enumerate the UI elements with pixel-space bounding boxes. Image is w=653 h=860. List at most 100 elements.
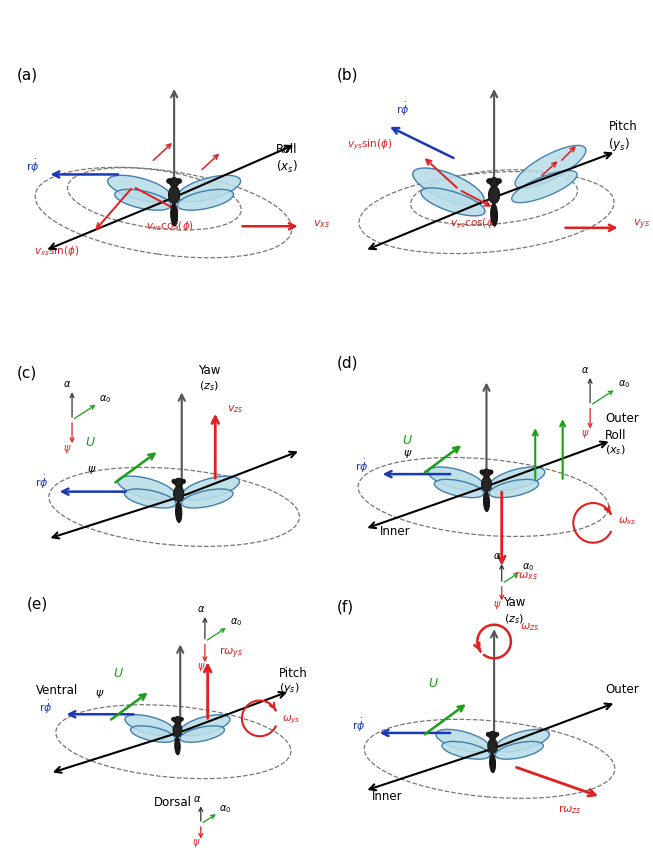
Text: (a): (a): [17, 68, 39, 83]
Text: $U$: $U$: [85, 436, 96, 449]
Ellipse shape: [176, 502, 182, 523]
Ellipse shape: [496, 179, 502, 183]
Text: $\psi$: $\psi$: [193, 837, 201, 849]
Ellipse shape: [118, 476, 176, 501]
Ellipse shape: [483, 492, 490, 512]
Ellipse shape: [495, 732, 499, 736]
Text: $\alpha$: $\alpha$: [197, 604, 205, 614]
Ellipse shape: [172, 479, 176, 483]
Ellipse shape: [481, 476, 492, 492]
Text: Pitch
$(y_s)$: Pitch $(y_s)$: [609, 120, 637, 152]
Ellipse shape: [488, 186, 500, 204]
Ellipse shape: [182, 476, 240, 501]
Ellipse shape: [490, 467, 545, 490]
Ellipse shape: [483, 469, 490, 477]
Ellipse shape: [488, 739, 498, 753]
Text: $(x_s)$: $(x_s)$: [605, 443, 626, 457]
Text: $\alpha$: $\alpha$: [193, 794, 201, 804]
Ellipse shape: [177, 189, 234, 210]
Text: $\alpha_0$: $\alpha_0$: [230, 617, 242, 629]
Ellipse shape: [442, 741, 490, 759]
Ellipse shape: [174, 716, 181, 724]
Text: r$\dot{\phi}$: r$\dot{\phi}$: [25, 158, 39, 175]
Text: r$\dot{\phi}$: r$\dot{\phi}$: [35, 474, 48, 491]
Ellipse shape: [436, 729, 490, 752]
Ellipse shape: [490, 204, 498, 226]
Ellipse shape: [115, 189, 171, 210]
Text: $U$: $U$: [428, 677, 439, 691]
Ellipse shape: [180, 717, 183, 722]
Text: (e): (e): [27, 597, 48, 611]
Ellipse shape: [181, 479, 185, 483]
Text: $\psi$: $\psi$: [95, 689, 104, 700]
Text: r$\omega_{zs}$: r$\omega_{zs}$: [558, 803, 582, 816]
Text: $\omega_{xs}$: $\omega_{xs}$: [618, 515, 636, 526]
Text: $v_{xs}$cos($\phi$): $v_{xs}$cos($\phi$): [146, 219, 193, 233]
Text: $\psi$: $\psi$: [493, 599, 502, 611]
Ellipse shape: [488, 470, 493, 474]
Text: Inner: Inner: [380, 525, 410, 538]
Ellipse shape: [170, 204, 178, 226]
Ellipse shape: [182, 489, 233, 508]
Text: $\psi$: $\psi$: [88, 464, 97, 476]
Text: r$\dot{\phi}$: r$\dot{\phi}$: [39, 698, 53, 716]
Text: $\omega_{ys}$: $\omega_{ys}$: [281, 714, 300, 726]
Text: $\alpha$: $\alpha$: [581, 365, 590, 375]
Text: $\alpha_0$: $\alpha_0$: [219, 803, 232, 815]
Text: $\alpha$: $\alpha$: [63, 379, 72, 389]
Text: (c): (c): [17, 366, 37, 380]
Text: r$\omega_{ys}$: r$\omega_{ys}$: [219, 646, 243, 661]
Text: r$\dot{\phi}$: r$\dot{\phi}$: [355, 458, 368, 475]
Text: Inner: Inner: [372, 790, 403, 803]
Ellipse shape: [480, 470, 485, 474]
Ellipse shape: [496, 729, 549, 752]
Text: $(z_s)$: $(z_s)$: [199, 380, 219, 393]
Text: Dorsal: Dorsal: [154, 796, 193, 809]
Text: $\alpha_0$: $\alpha_0$: [99, 393, 112, 405]
Ellipse shape: [421, 187, 485, 216]
Ellipse shape: [486, 179, 492, 183]
Text: $v_{xs}$: $v_{xs}$: [313, 218, 330, 230]
Text: $v_{ys}$sin($\phi$): $v_{ys}$sin($\phi$): [347, 138, 392, 152]
Ellipse shape: [176, 179, 182, 183]
Text: $\psi$: $\psi$: [63, 443, 72, 454]
Text: Roll
$(x_s)$: Roll $(x_s)$: [276, 144, 298, 175]
Ellipse shape: [174, 478, 183, 487]
Text: $v_{ys}$: $v_{ys}$: [633, 218, 650, 232]
Ellipse shape: [131, 726, 175, 742]
Ellipse shape: [108, 175, 170, 202]
Ellipse shape: [178, 175, 240, 202]
Text: $v_{zs}$: $v_{zs}$: [227, 402, 244, 415]
Text: Roll: Roll: [605, 429, 627, 442]
Ellipse shape: [413, 168, 484, 206]
Text: Outer: Outer: [605, 412, 639, 426]
Text: $\psi$: $\psi$: [581, 428, 590, 440]
Text: $\omega_{zs}$: $\omega_{zs}$: [520, 621, 539, 633]
Text: $\psi$: $\psi$: [403, 448, 412, 460]
Ellipse shape: [125, 715, 175, 735]
Ellipse shape: [168, 186, 180, 204]
Ellipse shape: [490, 753, 496, 772]
Ellipse shape: [180, 726, 225, 742]
Text: $\alpha$: $\alpha$: [493, 551, 502, 561]
Text: r$\omega_{xs}$: r$\omega_{xs}$: [514, 568, 538, 581]
Text: r$\dot{\phi}$: r$\dot{\phi}$: [352, 716, 365, 734]
Text: Pitch: Pitch: [279, 667, 308, 680]
Text: $\alpha_0$: $\alpha_0$: [618, 378, 630, 390]
Text: (f): (f): [337, 599, 355, 614]
Ellipse shape: [488, 731, 496, 740]
Text: $v_{xs}$sin($\phi$): $v_{xs}$sin($\phi$): [34, 243, 80, 258]
Ellipse shape: [489, 178, 499, 187]
Ellipse shape: [173, 723, 182, 737]
Ellipse shape: [180, 715, 230, 735]
Ellipse shape: [172, 717, 176, 722]
Ellipse shape: [495, 741, 543, 759]
Text: (b): (b): [337, 68, 358, 83]
Ellipse shape: [512, 170, 577, 203]
Ellipse shape: [124, 489, 176, 508]
Ellipse shape: [428, 467, 483, 490]
Ellipse shape: [486, 732, 490, 736]
Ellipse shape: [169, 178, 179, 187]
Text: $\alpha_0$: $\alpha_0$: [522, 562, 535, 574]
Text: $v_{ys}$cos($\phi$): $v_{ys}$cos($\phi$): [451, 217, 498, 231]
